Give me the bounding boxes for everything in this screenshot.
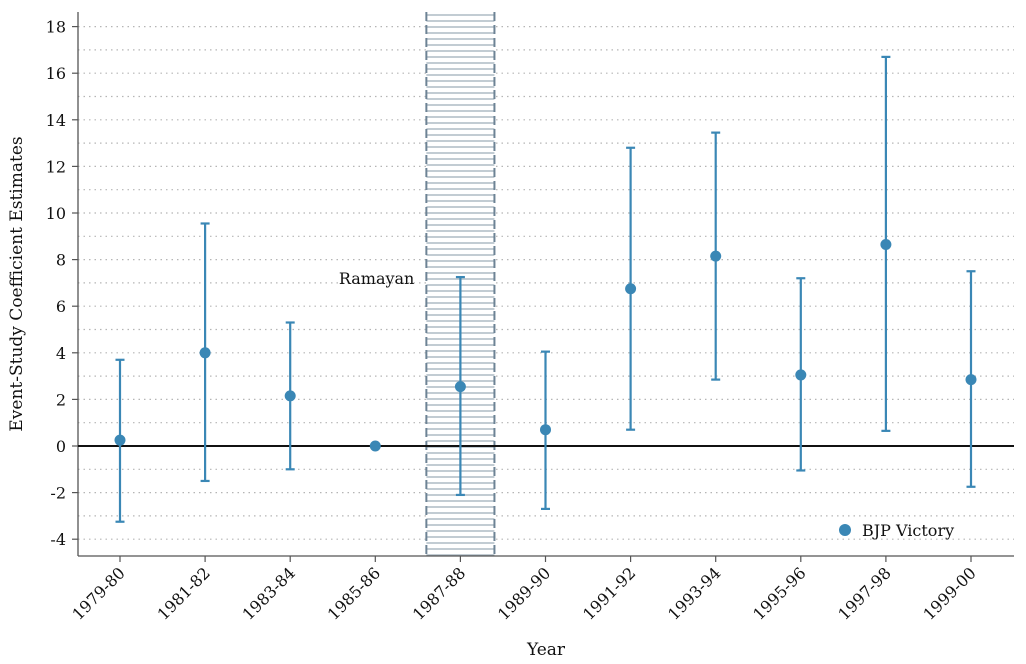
ramayan-label: Ramayan [339,269,415,288]
y-tick-label: 12 [46,157,66,176]
y-tick-label: 14 [46,111,66,130]
data-point [369,440,381,452]
y-axis-title: Event-Study Coefficient Estimates [7,136,27,431]
y-tick-label: -2 [50,484,66,503]
y-tick-label: 18 [46,18,66,37]
x-axis-title: Year [526,640,566,660]
x-tick-label: 1983-84 [239,563,299,623]
data-point [199,347,211,359]
y-axis-ticks: 18 16 14 12 10 8 6 4 2 0 -2 -4 [46,18,78,549]
x-tick-label: 1993-94 [664,563,724,623]
legend: BJP Victory [839,521,954,540]
data-point [284,390,296,402]
y-tick-label: 16 [46,64,66,83]
x-tick-label: 1979-80 [68,563,128,623]
x-axis-ticks: 1979-80 1981-82 1983-84 1985-86 1987-88 1989-… [68,556,980,624]
x-tick-label: 1991-92 [579,563,639,623]
legend-marker [839,524,851,536]
data-point [795,369,807,381]
y-tick-label: 2 [56,390,66,409]
y-tick-label: 8 [56,251,66,270]
y-tick-label: -4 [50,530,66,549]
legend-label: BJP Victory [862,521,954,540]
data-point [965,374,977,386]
x-tick-label: 1999-00 [919,563,979,623]
data-point [454,381,466,393]
data-point [540,424,551,436]
data-point [625,283,637,295]
x-tick-label: 1989-90 [494,563,554,623]
x-tick-label: 1985-86 [324,563,384,623]
data-point [880,238,892,250]
x-tick-label: 1981-82 [153,563,213,623]
data-point [114,434,126,446]
y-tick-label: 0 [56,437,66,456]
point-estimates [114,238,977,452]
data-point [710,250,722,262]
y-tick-label: 6 [56,297,66,316]
x-tick-label: 1997-98 [834,563,894,623]
x-tick-label: 1987-88 [409,563,469,623]
y-tick-label: 4 [56,344,66,363]
confidence-intervals [115,55,976,523]
y-tick-label: 10 [46,204,66,223]
x-tick-label: 1995-96 [749,563,809,623]
